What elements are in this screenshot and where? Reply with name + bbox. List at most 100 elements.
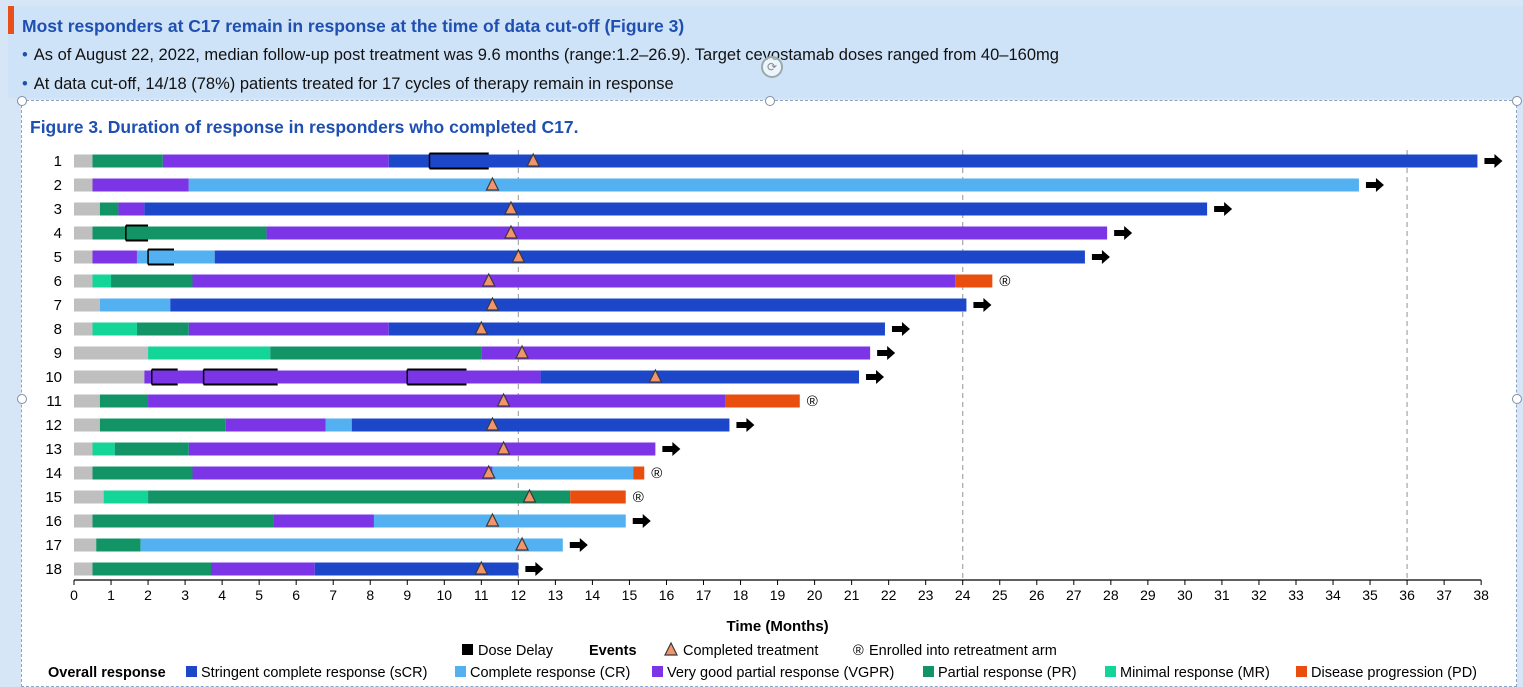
- row-label: 11: [46, 393, 62, 410]
- bar-segment: [633, 466, 645, 480]
- bar-segment: [74, 250, 93, 264]
- legend-swatch-cr: [455, 666, 466, 677]
- dose-delay-swatch: [462, 644, 473, 655]
- bar-segment: [148, 490, 571, 504]
- bullet-text: As of August 22, 2022, median follow-up …: [33, 46, 1059, 64]
- bar-segment: [570, 490, 626, 504]
- bar-segment: [74, 538, 97, 552]
- bar-segment: [270, 346, 482, 360]
- x-tick-label: 31: [1214, 587, 1230, 603]
- x-tick-label: 30: [1177, 587, 1193, 603]
- bar-segment: [373, 514, 626, 528]
- figure-title: Figure 3. Duration of response in respon…: [30, 117, 579, 137]
- bar-segment: [314, 562, 519, 576]
- completed-treatment-marker: [485, 512, 500, 527]
- bar-segment: [136, 250, 215, 264]
- bar-segment: [162, 154, 389, 168]
- completed-treatment-marker: [474, 320, 489, 335]
- ongoing-arrow-icon: [662, 442, 681, 456]
- resize-handle[interactable]: [765, 96, 775, 106]
- bar-segment: [92, 226, 267, 240]
- legend-label-scr: Stringent complete response (sCR): [201, 665, 427, 681]
- x-tick-label: 20: [807, 587, 823, 603]
- bar-segment: [111, 274, 193, 288]
- legend-completed-label: Completed treatment: [683, 643, 818, 659]
- x-tick-label: 7: [329, 587, 337, 603]
- completed-treatment-marker: [481, 464, 496, 479]
- figure-frame[interactable]: [21, 100, 1517, 687]
- x-axis-title: Time (Months): [726, 618, 828, 635]
- row-label: 18: [45, 561, 62, 578]
- x-tick-label: 12: [511, 587, 527, 603]
- bar-segment: [74, 370, 145, 384]
- bar-segment: [273, 514, 374, 528]
- bar-segment: [144, 202, 1208, 216]
- x-tick-label: 38: [1473, 587, 1489, 603]
- bar-segment: [74, 322, 93, 336]
- bar-segment: [99, 394, 149, 408]
- completed-treatment-marker: [485, 176, 500, 191]
- x-tick-label: 28: [1103, 587, 1119, 603]
- bar-segment: [74, 154, 93, 168]
- row-label: 5: [54, 249, 62, 266]
- bar-segment: [725, 394, 800, 408]
- bar-segment: [99, 202, 119, 216]
- x-tick-label: 14: [585, 587, 601, 603]
- ongoing-arrow-icon: [1214, 202, 1233, 216]
- bar-segment: [99, 298, 171, 312]
- row-label: 17: [45, 537, 62, 554]
- x-tick-label: 27: [1066, 587, 1082, 603]
- completed-treatment-marker: [485, 296, 500, 311]
- bar-segment: [74, 178, 93, 192]
- row-label: 6: [54, 273, 62, 290]
- legend-swatch-scr: [186, 666, 197, 677]
- ongoing-arrow-icon: [632, 514, 651, 528]
- bullet-glyph: •: [22, 75, 28, 93]
- x-tick-label: 22: [881, 587, 897, 603]
- x-tick-label: 3: [181, 587, 189, 603]
- bar-segment: [92, 562, 212, 576]
- bar-segment: [351, 418, 730, 432]
- bar-segment: [955, 274, 993, 288]
- x-tick-label: 18: [733, 587, 749, 603]
- ongoing-arrow-icon: [1484, 154, 1503, 168]
- legend-dose-delay-label: Dose Delay: [478, 643, 554, 659]
- rotate-icon[interactable]: ⟳: [761, 56, 783, 78]
- bullet-item: • As of August 22, 2022, median follow-up…: [22, 46, 1059, 65]
- bar-segment: [74, 226, 93, 240]
- completed-treatment-marker: [474, 560, 489, 575]
- completed-treatment-marker: [515, 536, 530, 551]
- resize-handle[interactable]: [17, 394, 27, 404]
- completed-treatment-marker: [485, 416, 500, 431]
- bar-segment: [325, 418, 352, 432]
- completed-treatment-marker: [481, 272, 496, 287]
- resize-handle[interactable]: [1512, 394, 1522, 404]
- ongoing-arrow-icon: [973, 298, 992, 312]
- x-tick-label: 19: [770, 587, 786, 603]
- x-tick-label: 29: [1140, 587, 1156, 603]
- bar-segment: [225, 418, 326, 432]
- resize-handle[interactable]: [1512, 96, 1522, 106]
- completed-treatment-marker: [496, 392, 511, 407]
- bar-segment: [114, 442, 189, 456]
- x-tick-label: 17: [696, 587, 712, 603]
- bullet-glyph: •: [22, 46, 28, 64]
- bar-segment: [192, 466, 493, 480]
- legend-retreatment-label: Enrolled into retreatment arm: [869, 643, 1057, 659]
- x-tick-label: 13: [548, 587, 564, 603]
- x-tick-label: 24: [955, 587, 971, 603]
- resize-handle[interactable]: [17, 96, 27, 106]
- legend-label-pr: Partial response (PR): [938, 665, 1077, 681]
- bar-segment: [74, 298, 100, 312]
- bar-segment: [103, 490, 149, 504]
- completed-treatment-marker: [503, 224, 518, 239]
- bar-segment: [74, 274, 93, 288]
- bar-segment: [92, 178, 189, 192]
- completed-treatment-marker: [648, 368, 663, 383]
- legend-label-pd: Disease progression (PD): [1311, 665, 1477, 681]
- row-label: 13: [45, 441, 62, 458]
- x-tick-label: 35: [1362, 587, 1378, 603]
- x-tick-label: 36: [1399, 587, 1415, 603]
- bar-segment: [140, 538, 563, 552]
- ongoing-arrow-icon: [1114, 226, 1133, 240]
